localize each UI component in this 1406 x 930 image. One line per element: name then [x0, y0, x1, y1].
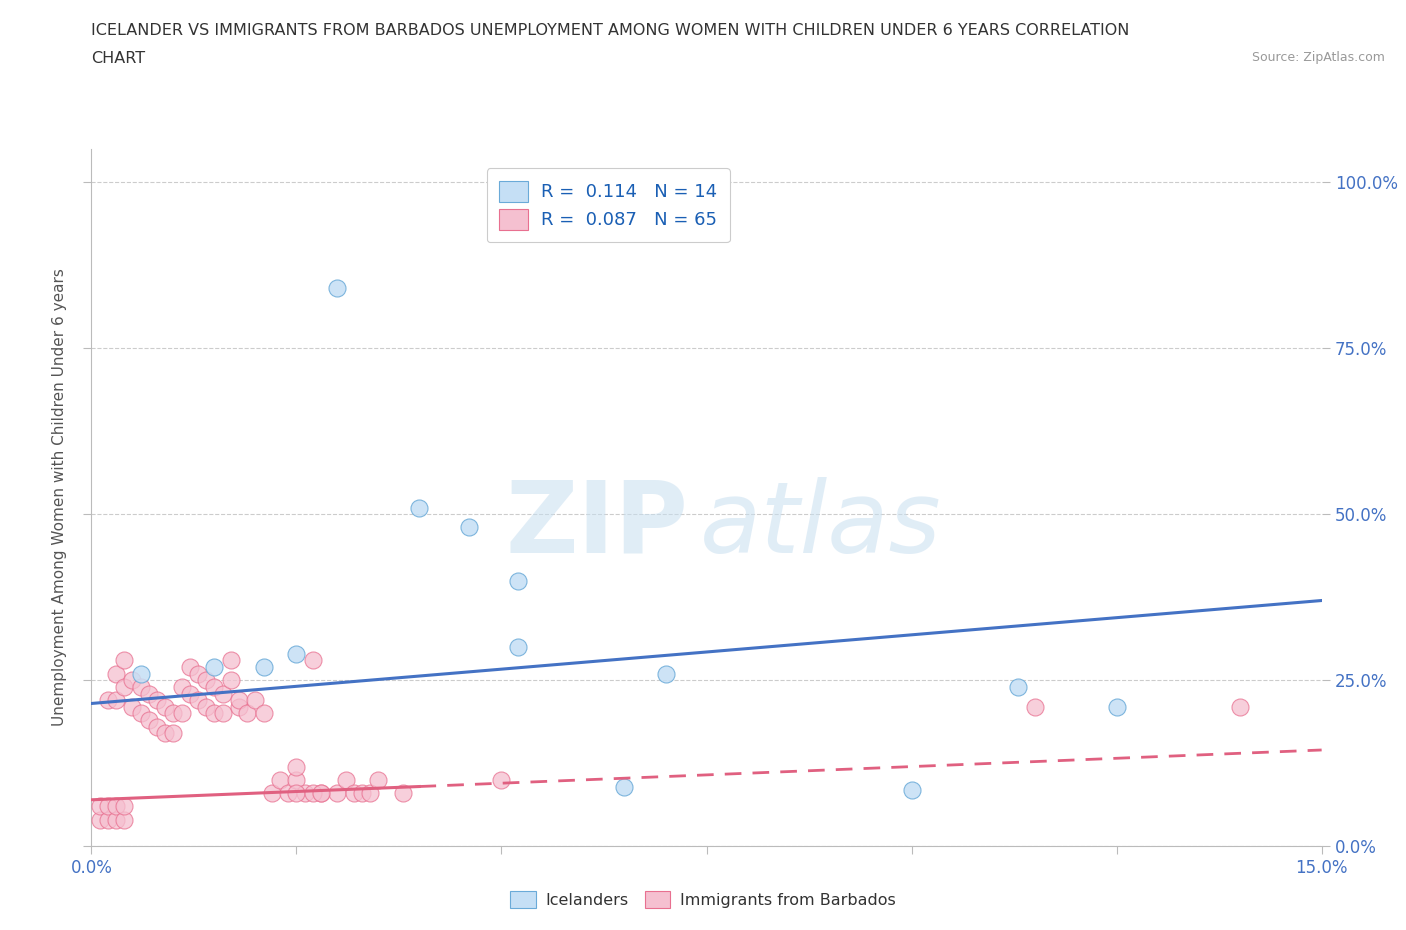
Point [187, 666, 209, 681]
Point [245, 693, 267, 708]
Point [269, 773, 291, 788]
Point [211, 706, 233, 721]
Point [506, 640, 529, 655]
Point [236, 706, 259, 721]
Text: ZIP: ZIP [505, 477, 688, 574]
Point [285, 759, 308, 774]
Point [112, 799, 135, 814]
Point [219, 653, 242, 668]
Point [89, 799, 111, 814]
Point [153, 726, 177, 741]
Point [97, 812, 120, 827]
Point [359, 786, 381, 801]
Point [112, 812, 135, 827]
Point [285, 773, 308, 788]
Point [260, 786, 283, 801]
Point [506, 573, 529, 588]
Point [301, 786, 323, 801]
Point [326, 786, 349, 801]
Point [343, 786, 366, 801]
Point [202, 680, 225, 695]
Point [121, 672, 143, 687]
Point [112, 653, 135, 668]
Point [408, 500, 430, 515]
Point [187, 693, 209, 708]
Point [89, 812, 111, 827]
Point [228, 699, 250, 714]
Point [129, 706, 152, 721]
Point [491, 773, 513, 788]
Point [97, 799, 120, 814]
Point [285, 786, 308, 801]
Point [202, 706, 225, 721]
Point [285, 646, 308, 661]
Point [457, 520, 479, 535]
Point [219, 672, 242, 687]
Point [112, 680, 135, 695]
Point [1229, 699, 1251, 714]
Point [146, 693, 169, 708]
Point [105, 799, 127, 814]
Point [138, 712, 160, 727]
Point [1024, 699, 1046, 714]
Point [392, 786, 415, 801]
Point [153, 699, 177, 714]
Point [1105, 699, 1128, 714]
Legend: Icelanders, Immigrants from Barbados: Icelanders, Immigrants from Barbados [503, 884, 903, 914]
Point [105, 666, 127, 681]
Point [129, 680, 152, 695]
Point [228, 693, 250, 708]
Point [202, 659, 225, 674]
Point [179, 686, 201, 701]
Point [105, 693, 127, 708]
Point [146, 719, 169, 734]
Point [352, 786, 374, 801]
Point [309, 786, 332, 801]
Point [105, 812, 127, 827]
Point [170, 680, 193, 695]
Point [294, 786, 316, 801]
Point [162, 706, 184, 721]
Point [129, 666, 152, 681]
Point [211, 686, 233, 701]
Point [195, 699, 218, 714]
Point [253, 706, 276, 721]
Point [138, 686, 160, 701]
Legend: R =  0.114   N = 14, R =  0.087   N = 65: R = 0.114 N = 14, R = 0.087 N = 65 [486, 168, 730, 243]
Point [97, 693, 120, 708]
Point [162, 726, 184, 741]
Point [195, 672, 218, 687]
Text: ICELANDER VS IMMIGRANTS FROM BARBADOS UNEMPLOYMENT AMONG WOMEN WITH CHILDREN UND: ICELANDER VS IMMIGRANTS FROM BARBADOS UN… [91, 23, 1130, 38]
Point [900, 782, 922, 797]
Point [170, 706, 193, 721]
Point [121, 699, 143, 714]
Y-axis label: Unemployment Among Women with Children Under 6 years: Unemployment Among Women with Children U… [52, 269, 67, 726]
Point [253, 659, 276, 674]
Point [335, 773, 357, 788]
Text: CHART: CHART [91, 51, 145, 66]
Point [326, 281, 349, 296]
Point [1007, 680, 1029, 695]
Point [613, 779, 636, 794]
Point [277, 786, 299, 801]
Point [367, 773, 389, 788]
Text: Source: ZipAtlas.com: Source: ZipAtlas.com [1251, 51, 1385, 64]
Point [309, 786, 332, 801]
Point [179, 659, 201, 674]
Point [654, 666, 676, 681]
Text: atlas: atlas [700, 477, 942, 574]
Point [301, 653, 323, 668]
